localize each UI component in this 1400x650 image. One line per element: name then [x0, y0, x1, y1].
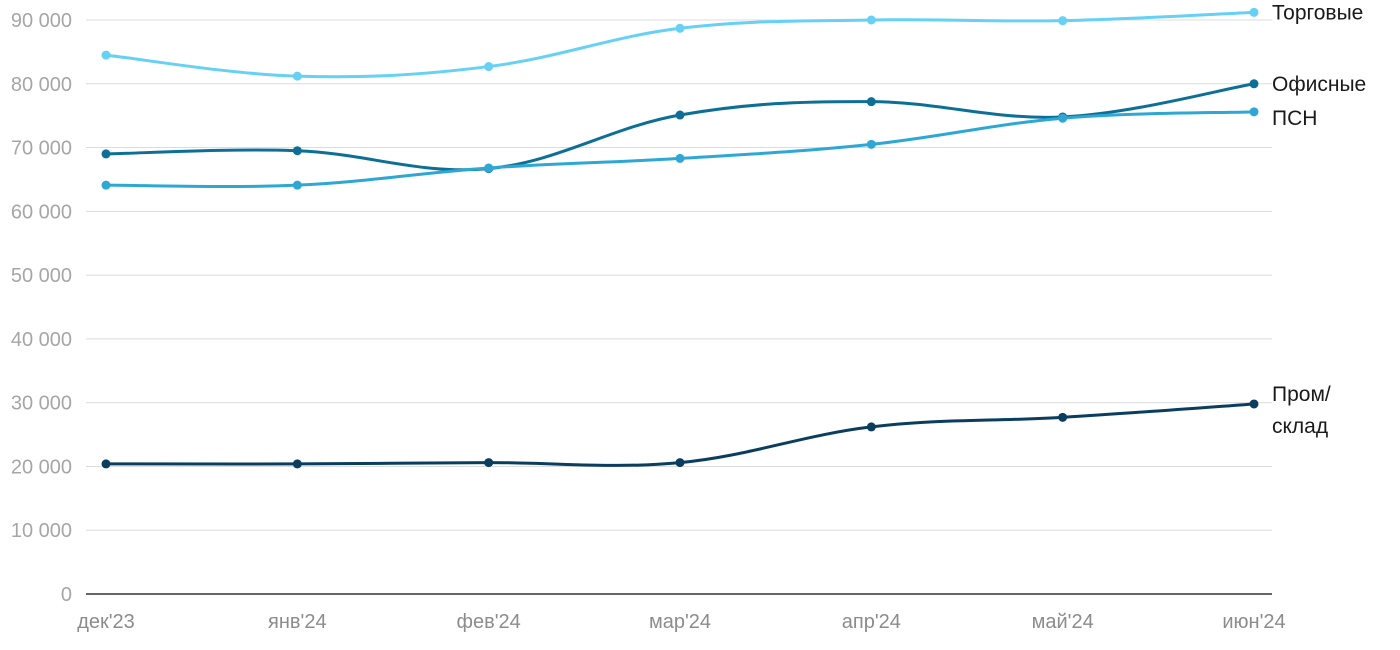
x-tick-label: май'24 [1032, 611, 1094, 633]
x-tick-label: июн'24 [1222, 611, 1285, 633]
x-tick-label: фев'24 [457, 611, 521, 633]
data-point [675, 458, 685, 468]
data-point [866, 15, 876, 25]
y-axis-ticks: 0 10 000 20 000 30 000 40 000 50 000 60 000 70 … [11, 10, 72, 606]
data-point [866, 139, 876, 149]
series-label-line: Пром/ [1272, 383, 1331, 406]
y-tick-label: 0 [61, 584, 72, 606]
data-point [1058, 16, 1068, 26]
series-label: Пром/склад [1272, 383, 1331, 438]
x-tick-label: янв'24 [268, 611, 327, 633]
x-tick-label: дек'23 [77, 611, 135, 633]
data-point [1249, 107, 1259, 117]
data-point [101, 459, 111, 469]
series-label-line: Офисные [1272, 73, 1366, 96]
series-labels: Торговые Офисные ПСН Пром/склад [1272, 1, 1366, 438]
y-tick-label: 30 000 [11, 393, 72, 415]
y-tick-label: 50 000 [11, 265, 72, 287]
data-point [292, 180, 302, 190]
grid-lines [86, 19, 1272, 531]
series-label-line: ПСН [1272, 107, 1317, 130]
series-lines [101, 7, 1259, 469]
series-label: Офисные [1272, 73, 1366, 96]
y-tick-label: 70 000 [11, 138, 72, 160]
data-point [1058, 412, 1068, 422]
y-tick-label: 40 000 [11, 329, 72, 351]
data-point [1249, 7, 1259, 17]
series-2 [101, 107, 1259, 190]
data-point [292, 146, 302, 156]
data-point [484, 163, 494, 173]
series-label: ПСН [1272, 107, 1317, 130]
y-tick-label: 80 000 [11, 74, 72, 96]
series-label: Торговые [1272, 1, 1363, 24]
data-point [675, 110, 685, 120]
data-point [675, 23, 685, 33]
data-point [484, 62, 494, 72]
x-axis-ticks: дек'23 янв'24 фев'24 мар'24 апр'24 май'24 июн'… [77, 611, 1285, 633]
data-point [866, 422, 876, 432]
data-point [1249, 399, 1259, 409]
x-tick-label: апр'24 [842, 611, 901, 633]
data-point [866, 97, 876, 107]
y-tick-label: 60 000 [11, 201, 72, 223]
data-point [101, 149, 111, 159]
data-point [292, 459, 302, 469]
y-tick-label: 20 000 [11, 456, 72, 478]
series-line [105, 402, 1255, 467]
series-label-line: склад [1272, 415, 1328, 438]
data-point [484, 458, 494, 468]
y-tick-label: 90 000 [11, 10, 72, 32]
series-line [105, 10, 1255, 79]
series-3 [101, 399, 1259, 469]
data-point [101, 50, 111, 60]
y-tick-label: 10 000 [11, 520, 72, 542]
x-tick-label: мар'24 [649, 611, 711, 633]
data-point [1058, 113, 1068, 123]
data-point [101, 180, 111, 190]
data-point [675, 153, 685, 163]
data-point [292, 71, 302, 81]
series-label-line: Торговые [1272, 1, 1363, 24]
series-0 [101, 7, 1259, 81]
data-point [1249, 79, 1259, 89]
